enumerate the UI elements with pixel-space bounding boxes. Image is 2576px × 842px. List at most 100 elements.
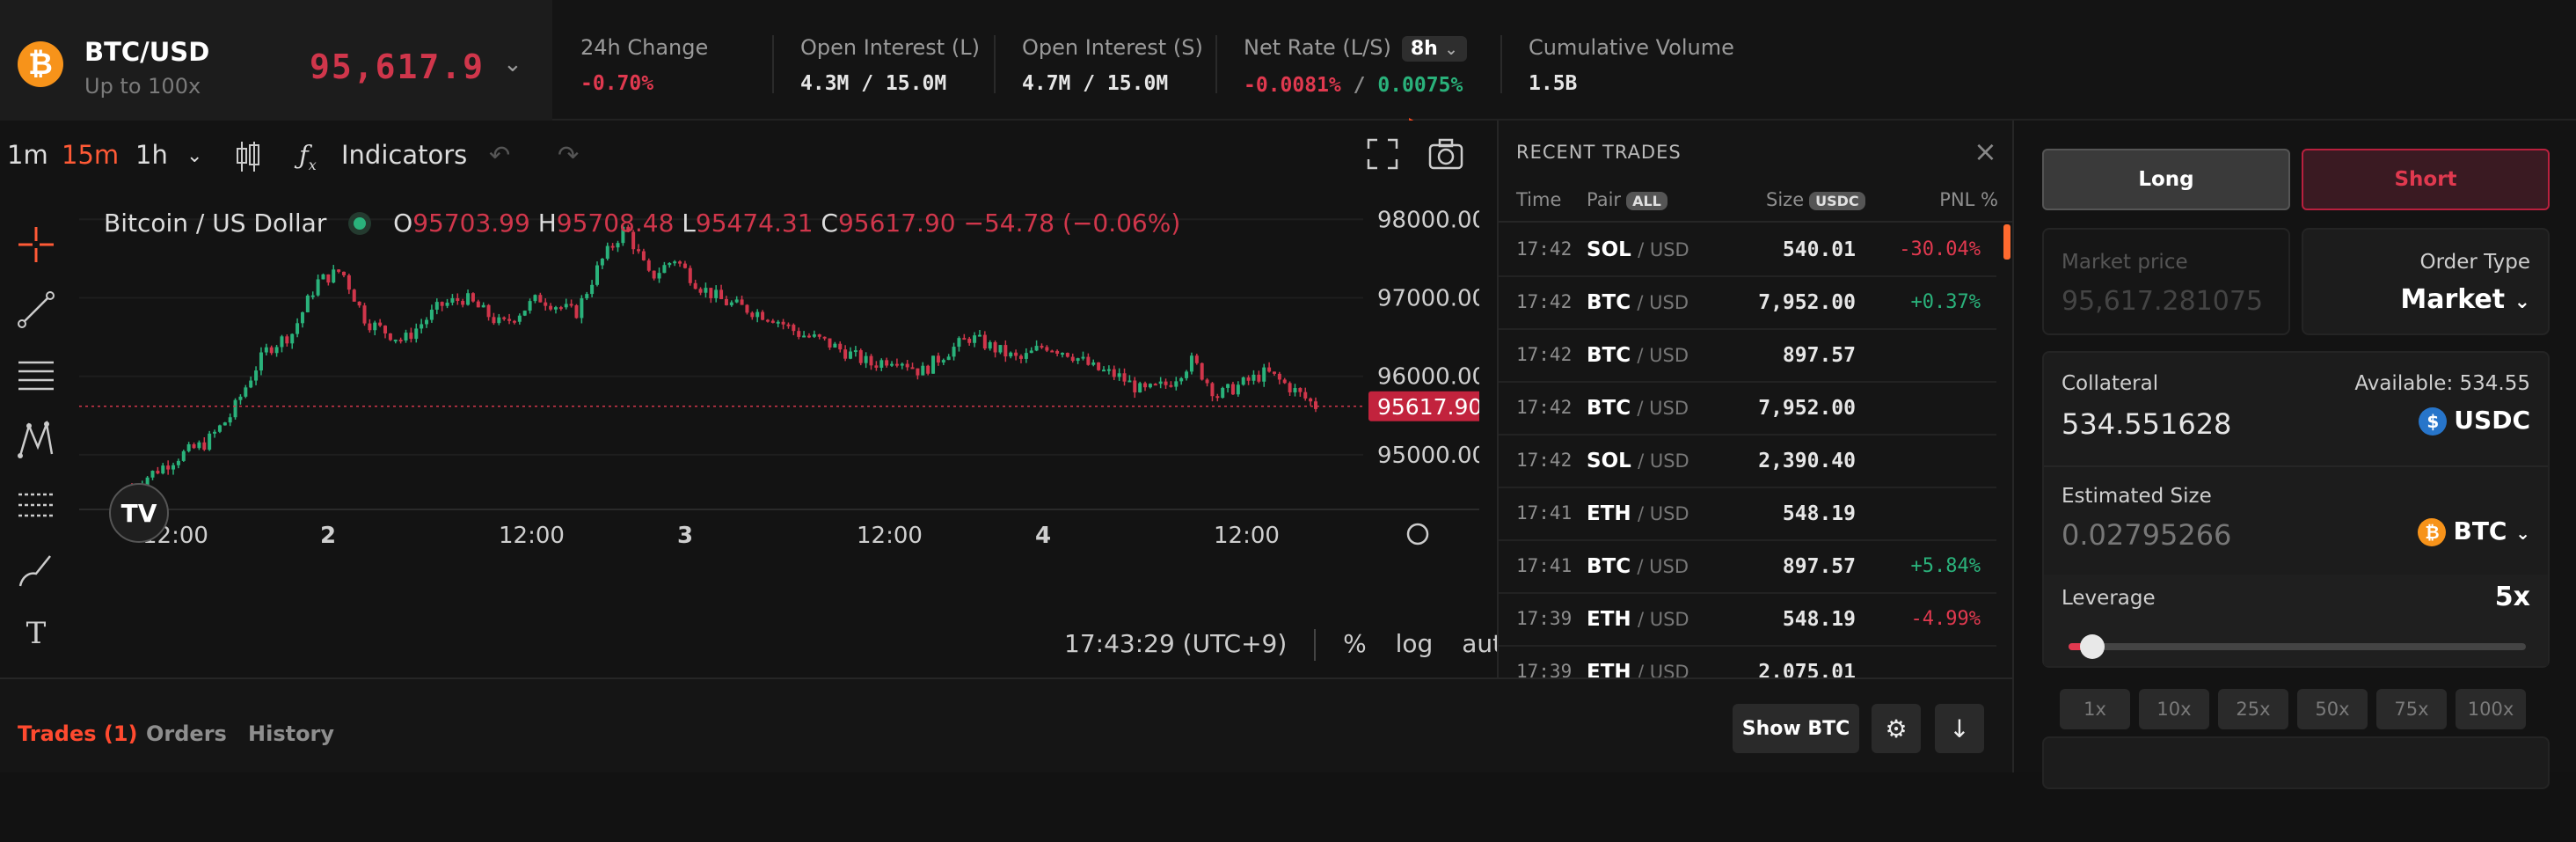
timeframe-chevron-down-icon[interactable]: ⌄ — [186, 145, 203, 167]
short-button[interactable]: Short — [2302, 149, 2550, 210]
timeframe-15m[interactable]: 15m — [62, 140, 120, 170]
redo-icon[interactable]: ↷ — [558, 140, 580, 170]
timeframe-1h[interactable]: 1h — [135, 140, 168, 170]
candle-body — [373, 322, 377, 331]
trade-row[interactable]: 17:42 BTC / USD 897.57 — [1499, 330, 1996, 383]
trade-row[interactable]: 17:42 SOL / USD 540.01 -30.04% — [1499, 224, 1996, 277]
trade-quote: / USD — [1637, 503, 1689, 524]
brush-icon[interactable] — [16, 550, 56, 590]
tradingview-logo[interactable]: TV — [109, 483, 169, 543]
candle-body — [471, 293, 475, 302]
size-token-selector[interactable]: ₿ BTC ⌄ — [2418, 516, 2530, 546]
stat-label: Cumulative Volume — [1529, 35, 1734, 60]
axis-settings-icon[interactable] — [1406, 523, 1429, 545]
leverage-preset-button[interactable]: 25x — [2218, 689, 2288, 729]
trade-row[interactable]: 17:39 ETH / USD 548.19 -4.99% — [1499, 594, 1996, 647]
leverage-preset-button[interactable]: 50x — [2297, 689, 2368, 729]
ohlc-high: 95708.48 — [556, 209, 675, 238]
collateral-input[interactable]: 534.551628 — [2062, 407, 2232, 441]
chevron-down-icon[interactable]: ⌄ — [503, 51, 522, 77]
percent-scale-toggle[interactable]: % — [1343, 629, 1367, 658]
timeframe-1m[interactable]: 1m — [7, 140, 48, 170]
candle-body — [254, 370, 259, 381]
close-icon[interactable]: × — [1974, 135, 1997, 168]
candle-body — [921, 365, 925, 376]
show-btc-button[interactable]: Show BTC — [1733, 704, 1859, 753]
trade-time: 17:41 — [1516, 502, 1573, 524]
stat-value: 1.5B — [1529, 72, 1578, 95]
candle-body — [1112, 369, 1116, 377]
leverage-slider-handle[interactable] — [2079, 634, 2105, 659]
col-size[interactable]: Size USDC — [1766, 189, 1865, 210]
text-tool-icon[interactable]: T — [26, 616, 47, 651]
order-type-selector[interactable]: Order Type Market ⌄ — [2302, 228, 2550, 335]
tab-orders[interactable]: Orders — [146, 721, 227, 746]
fib-retracement-icon[interactable] — [16, 355, 56, 395]
leverage-preset-button[interactable]: 1x — [2060, 689, 2130, 729]
trade-quote: / USD — [1637, 398, 1689, 419]
scrollbar[interactable] — [2003, 224, 2010, 260]
gear-icon[interactable]: ⚙ — [1872, 704, 1921, 753]
candle-body — [967, 338, 972, 343]
btc-coin-icon: ₿ — [18, 41, 63, 87]
candle-body — [931, 355, 936, 374]
estimated-size-input[interactable]: 0.02795266 — [2062, 518, 2232, 552]
trade-quote: / USD — [1638, 450, 1689, 472]
leverage-preset-button[interactable]: 10x — [2139, 689, 2209, 729]
crosshair-icon[interactable] — [16, 224, 56, 265]
tab-history[interactable]: History — [248, 721, 335, 746]
trend-line-icon[interactable] — [16, 289, 56, 330]
indicators-icon[interactable]: ƒx — [299, 140, 317, 173]
max-leverage-text: Up to 100x — [84, 74, 201, 99]
trade-row[interactable]: 17:42 BTC / USD 7,952.00 +0.37% — [1499, 277, 1996, 330]
candle-body — [1133, 380, 1137, 393]
leverage-preset-button[interactable]: 100x — [2456, 689, 2526, 729]
candle-body — [316, 279, 320, 296]
long-button[interactable]: Long — [2042, 149, 2290, 210]
candle-body — [1138, 383, 1142, 393]
trade-row[interactable]: 17:41 ETH / USD 548.19 — [1499, 488, 1996, 541]
candle-body — [456, 297, 460, 302]
candle-body — [440, 302, 444, 306]
trade-size: 2,390.40 — [1758, 450, 1856, 472]
candlestick-plot[interactable]: 98000.00 97000.00 96000.00 95000.00 95617.90… — [79, 200, 1479, 552]
trade-row[interactable]: 17:42 SOL / USD 2,390.40 — [1499, 436, 1996, 488]
col-pair[interactable]: Pair ALL — [1587, 189, 1667, 210]
tab-trades[interactable]: Trades (1) — [18, 721, 138, 746]
stat-open-interest-long: Open Interest (L) 4.3M / 15.0M — [800, 35, 980, 95]
candlestick-type-icon[interactable] — [234, 140, 262, 173]
trade-row[interactable]: 17:41 BTC / USD 897.57 +5.84% — [1499, 541, 1996, 594]
trade-row[interactable]: 17:42 BTC / USD 7,952.00 — [1499, 383, 1996, 436]
candle-body — [1148, 384, 1152, 388]
candle-body — [434, 302, 439, 310]
rate-period-dropdown[interactable]: 8h ⌄ — [1401, 36, 1467, 62]
pair-filter-pill[interactable]: ALL — [1626, 192, 1667, 210]
candle-body — [1143, 383, 1148, 388]
net-rate-short: 0.0075% — [1377, 74, 1463, 97]
camera-icon[interactable] — [1428, 138, 1463, 170]
candle-body — [1169, 384, 1173, 387]
candle-body — [553, 307, 558, 310]
candle-body — [740, 299, 744, 305]
candle-body — [310, 295, 315, 297]
candle-body — [409, 333, 413, 340]
arrow-down-icon[interactable]: ↓ — [1935, 704, 1984, 753]
indicators-button[interactable]: Indicators — [341, 140, 468, 170]
candle-body — [414, 328, 419, 340]
log-scale-toggle[interactable]: log — [1395, 629, 1434, 658]
leverage-slider[interactable] — [2069, 634, 2526, 659]
pair-selector[interactable]: ₿ BTC/USD Up to 100x 95,617.9 ⌄ — [0, 0, 552, 121]
prediction-tool-icon[interactable] — [16, 485, 56, 525]
candle-body — [280, 336, 284, 348]
candle-body — [1230, 384, 1235, 395]
y-tick-label: 96000.00 — [1377, 364, 1479, 391]
leverage-preset-button[interactable]: 75x — [2376, 689, 2447, 729]
market-price-value: 95,617.281075 — [2062, 286, 2264, 317]
candle-body — [202, 442, 207, 450]
undo-icon[interactable]: ↶ — [489, 140, 511, 170]
size-unit-pill[interactable]: USDC — [1809, 192, 1865, 210]
candle-body — [1106, 369, 1111, 371]
usdc-coin-icon: $ — [2419, 407, 2448, 436]
pattern-tool-icon[interactable] — [16, 420, 56, 460]
fullscreen-icon[interactable] — [1367, 138, 1398, 170]
